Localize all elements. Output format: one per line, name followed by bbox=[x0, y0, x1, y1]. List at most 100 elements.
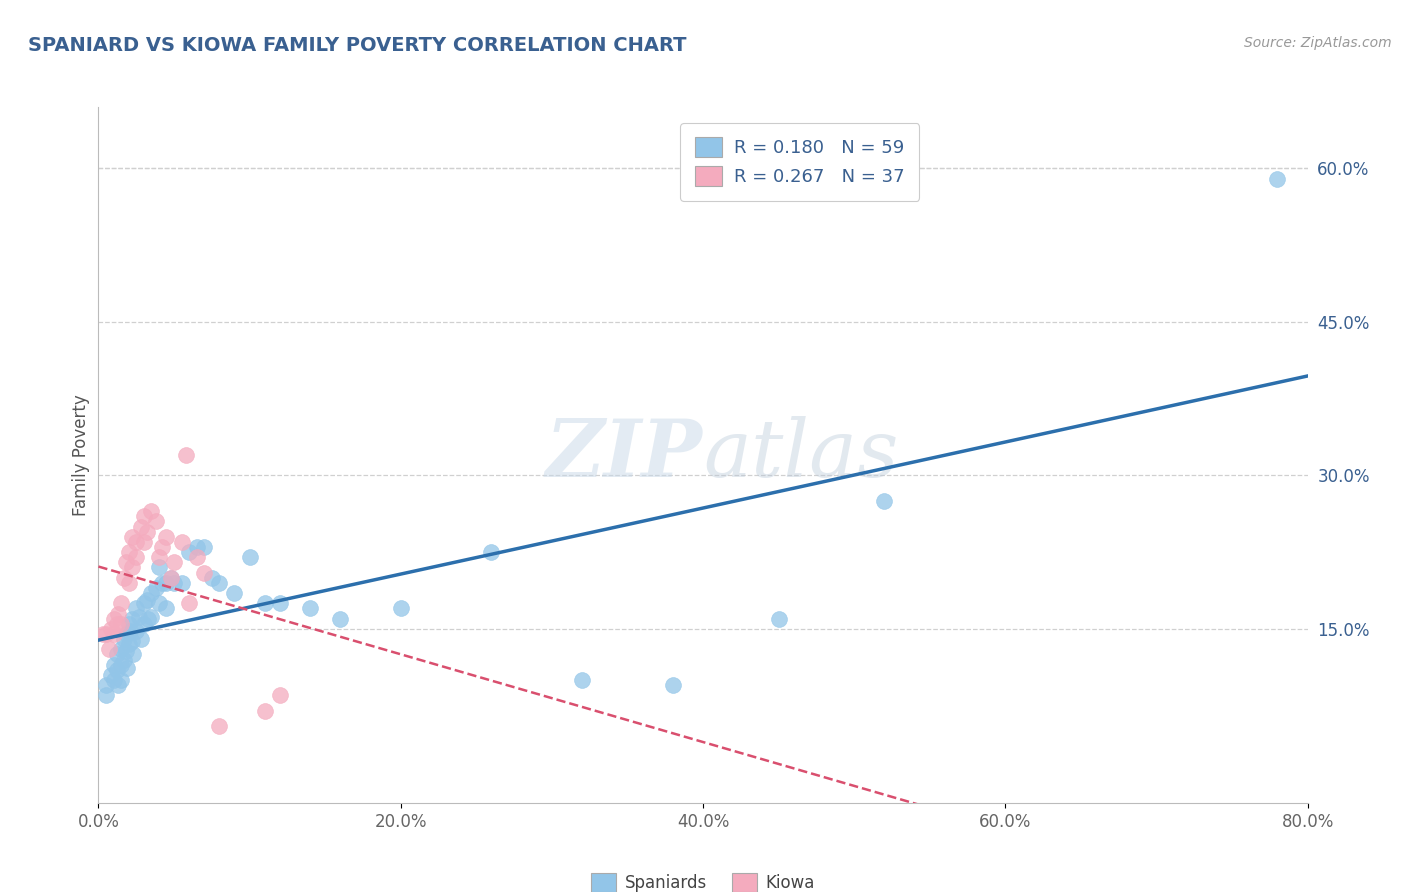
Point bbox=[105, 648, 128, 662]
Point bbox=[208, 575, 231, 590]
Point bbox=[170, 535, 193, 549]
Point bbox=[662, 678, 685, 692]
Point bbox=[179, 545, 201, 559]
Point bbox=[253, 596, 276, 610]
Point bbox=[125, 624, 148, 638]
Point bbox=[174, 448, 197, 462]
Point bbox=[141, 504, 163, 518]
Point bbox=[121, 530, 143, 544]
Point bbox=[148, 550, 170, 565]
Point bbox=[571, 673, 593, 687]
Point bbox=[239, 550, 262, 565]
Point bbox=[481, 545, 503, 559]
Point bbox=[129, 519, 152, 533]
Point bbox=[148, 596, 170, 610]
Point bbox=[114, 644, 136, 658]
Point bbox=[201, 571, 224, 585]
Point bbox=[768, 612, 790, 626]
Point bbox=[94, 678, 117, 692]
Point bbox=[389, 601, 412, 615]
Point bbox=[120, 624, 142, 638]
Point bbox=[170, 575, 193, 590]
Point bbox=[128, 609, 150, 624]
Point bbox=[145, 515, 167, 529]
Point bbox=[186, 540, 208, 554]
Point bbox=[132, 535, 155, 549]
Text: atlas: atlas bbox=[703, 417, 898, 493]
Point bbox=[135, 524, 157, 539]
Point bbox=[150, 575, 173, 590]
Point bbox=[110, 642, 132, 657]
Point bbox=[103, 657, 125, 672]
Point bbox=[160, 571, 183, 585]
Point bbox=[118, 575, 141, 590]
Point bbox=[110, 616, 132, 631]
Point bbox=[105, 616, 128, 631]
Point bbox=[112, 571, 135, 585]
Legend: Spaniards, Kiowa: Spaniards, Kiowa bbox=[585, 867, 821, 892]
Point bbox=[91, 627, 114, 641]
Text: ZIP: ZIP bbox=[546, 417, 703, 493]
Point bbox=[110, 673, 132, 687]
Point bbox=[135, 593, 157, 607]
Point bbox=[132, 596, 155, 610]
Point bbox=[110, 657, 132, 672]
Point bbox=[163, 575, 186, 590]
Point bbox=[1267, 171, 1289, 186]
Point bbox=[873, 494, 896, 508]
Point bbox=[253, 704, 276, 718]
Point bbox=[141, 586, 163, 600]
Point bbox=[160, 571, 183, 585]
Point bbox=[141, 609, 163, 624]
Point bbox=[112, 632, 135, 646]
Point bbox=[103, 612, 125, 626]
Point bbox=[150, 540, 173, 554]
Y-axis label: Family Poverty: Family Poverty bbox=[72, 394, 90, 516]
Point bbox=[94, 627, 117, 641]
Point bbox=[193, 566, 215, 580]
Point bbox=[121, 560, 143, 574]
Point bbox=[98, 642, 121, 657]
Point bbox=[155, 601, 177, 615]
Point bbox=[269, 596, 291, 610]
Point bbox=[114, 555, 136, 569]
Point bbox=[193, 540, 215, 554]
Point bbox=[125, 550, 148, 565]
Point bbox=[94, 689, 117, 703]
Point bbox=[121, 634, 143, 648]
Point bbox=[100, 622, 122, 636]
Point bbox=[269, 689, 291, 703]
Point bbox=[100, 668, 122, 682]
Point bbox=[103, 627, 125, 641]
Point bbox=[103, 673, 125, 687]
Point bbox=[132, 509, 155, 524]
Point bbox=[329, 612, 352, 626]
Point bbox=[107, 607, 129, 621]
Point bbox=[163, 555, 186, 569]
Point bbox=[136, 612, 159, 626]
Point bbox=[145, 581, 167, 595]
Point bbox=[118, 637, 141, 651]
Point bbox=[299, 601, 322, 615]
Text: SPANIARD VS KIOWA FAMILY POVERTY CORRELATION CHART: SPANIARD VS KIOWA FAMILY POVERTY CORRELA… bbox=[28, 36, 686, 54]
Point bbox=[155, 530, 177, 544]
Point bbox=[110, 596, 132, 610]
Point bbox=[186, 550, 208, 565]
Point bbox=[148, 560, 170, 574]
Point bbox=[125, 601, 148, 615]
Point bbox=[129, 632, 152, 646]
Text: Source: ZipAtlas.com: Source: ZipAtlas.com bbox=[1244, 36, 1392, 50]
Point bbox=[122, 648, 145, 662]
Point bbox=[112, 652, 135, 666]
Point bbox=[115, 661, 138, 675]
Point bbox=[118, 616, 141, 631]
Point bbox=[208, 719, 231, 733]
Point bbox=[107, 678, 129, 692]
Point bbox=[118, 545, 141, 559]
Point bbox=[132, 616, 155, 631]
Point bbox=[224, 586, 246, 600]
Point bbox=[179, 596, 201, 610]
Point bbox=[121, 612, 143, 626]
Point bbox=[105, 663, 128, 677]
Point bbox=[114, 627, 136, 641]
